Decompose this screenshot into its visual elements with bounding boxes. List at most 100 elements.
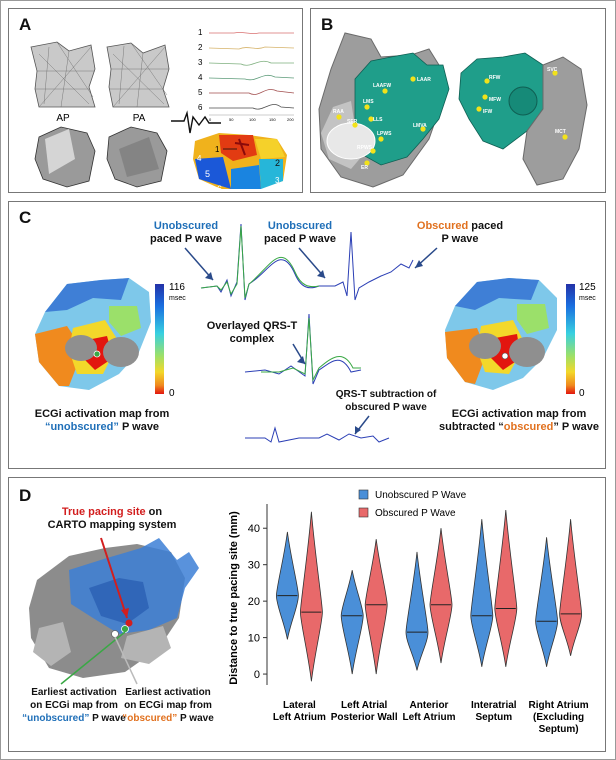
legend-swatch-obscured <box>358 507 369 518</box>
earliest-unobscured-2: on ECGi map from <box>30 700 118 711</box>
annotation-unobscured-2-word: Unobscured <box>267 220 333 232</box>
earliest-unobscured-label: Earliest activation on ECGi map from “un… <box>19 686 129 725</box>
caption-unobscured-map: ECGi activation map from “unobscured” P … <box>27 408 177 434</box>
annotation-obscured-rest-2: P wave <box>441 233 479 245</box>
ecg-overlay-green <box>261 317 361 382</box>
trace-number-4: 4 <box>198 73 203 82</box>
map-region-6: 6 <box>217 184 222 192</box>
annotation-unobscured-2-rest: paced P wave <box>264 233 336 245</box>
panel-c: C Unobscured paced P wave Unobscured pac… <box>8 201 606 469</box>
trace-tick-150: 150 <box>269 117 276 122</box>
violin-y-tick-label: 30 <box>248 560 260 572</box>
true-pacing-site-on: on <box>145 506 163 518</box>
activation-map-a <box>193 133 287 189</box>
electrogram-traces: 1 2 3 4 5 6 0 50 100 150 200 <box>198 28 294 122</box>
violin-y-tick-label: 40 <box>248 523 260 535</box>
trace-number-1: 1 <box>198 28 203 37</box>
colorbar-left-max: 116 <box>169 282 185 293</box>
caption-unobscured-rest: P wave <box>118 421 160 433</box>
annotation-overlayed-1: Overlayed QRS-T <box>206 320 298 332</box>
caption-obscured-post: ” P wave <box>553 421 599 433</box>
colorbar-right-min: 0 <box>579 388 585 399</box>
colorbar-left-min: 0 <box>169 388 175 399</box>
violin-obscured-3 <box>429 528 453 664</box>
violin-y-tick-label: 10 <box>248 633 260 645</box>
ecg-top-green <box>200 225 320 299</box>
mesh-pa <box>106 42 170 108</box>
panel-a-label: A <box>19 15 32 34</box>
violin-y-tick-label: 0 <box>254 669 260 681</box>
map-region-3: 3 <box>275 176 280 185</box>
true-pacing-site-word: True pacing site <box>61 506 146 518</box>
annotation-subtraction-1: QRS-T subtraction of <box>335 389 437 400</box>
landmark-raa: RAA <box>333 109 344 115</box>
legend-label-obscured: Obscured P Wave <box>375 508 456 519</box>
annotation-overlayed: Overlayed QRS-T complex <box>197 320 307 346</box>
violin-unobscured-5 <box>535 537 559 667</box>
violin-y-tick-label: 20 <box>248 596 260 608</box>
panel-d-label: D <box>19 486 32 505</box>
annotation-subtraction: QRS-T subtraction of obscured P wave <box>321 388 451 414</box>
annotation-unobscured-1-rest: paced P wave <box>150 233 222 245</box>
panel-b-graphic: RAA LAAR LAAFW LMS LLS SER LPWS LMVA RPW… <box>318 32 588 188</box>
landmark-ifw: IFW <box>483 109 492 115</box>
map-region-2: 2 <box>275 158 280 168</box>
panel-a: A AP PA 1 2 3 4 5 6 <box>8 8 303 193</box>
violin-unobscured-2 <box>340 570 364 675</box>
annotation-obscured: Obscured paced P wave <box>405 220 515 246</box>
ecgi-map-obscured <box>445 278 557 390</box>
landmark-ser: SER <box>347 119 358 125</box>
earliest-unobscured-rest: P wave <box>89 713 126 724</box>
violin-category-label-4: Septum <box>475 712 512 723</box>
landmark-svc: SVC <box>547 67 558 73</box>
violin-category-label-5: Right Atrium <box>529 700 589 711</box>
landmark-lls: LLS <box>373 117 383 123</box>
violin-obscured-2 <box>364 539 388 675</box>
colorbar-right-unit: msec <box>579 295 596 302</box>
colorbar-left <box>155 284 164 394</box>
ecg-overlay-blue <box>244 313 362 385</box>
annotation-subtraction-2: obscured P wave <box>345 402 427 413</box>
trace-number-5: 5 <box>198 88 203 97</box>
landmark-laar: LAAR <box>417 77 431 83</box>
legend-swatch-unobscured <box>358 489 369 500</box>
landmark-laafw: LAAFW <box>373 83 391 89</box>
trace-number-3: 3 <box>198 58 203 67</box>
annotation-unobscured-1-word: Unobscured <box>153 220 219 232</box>
colorbar-right <box>566 284 575 394</box>
violin-category-label-5: (Excluding <box>533 712 584 723</box>
violin-category-label-2: Left Atrial <box>341 700 388 711</box>
colorbar-right-max: 125 <box>579 282 596 293</box>
earliest-unobscured-1: Earliest activation <box>31 687 117 698</box>
earliest-obscured-rest: P wave <box>177 713 214 724</box>
caption-obscured-word: obscured <box>503 421 554 433</box>
caption-unobscured-1: ECGi activation map from <box>34 408 170 420</box>
landmark-mfw: MFW <box>489 97 501 103</box>
landmark-rpws: RPWS <box>357 145 373 151</box>
annotation-overlayed-2: complex <box>229 333 275 345</box>
landmark-lpws: LPWS <box>377 131 392 137</box>
colorbar-left-unit: msec <box>169 295 186 302</box>
violin-category-label-5: Septum) <box>539 724 579 735</box>
landmark-lmva: LMVA <box>413 123 427 129</box>
caption-obscured-pre: subtracted “ <box>439 421 504 433</box>
ecgi-map-unobscured <box>35 278 151 390</box>
earliest-obscured-1: Earliest activation <box>125 687 211 698</box>
trace-tick-100: 100 <box>249 117 256 122</box>
ecg-subtracted <box>245 426 390 443</box>
trace-number-6: 6 <box>198 103 203 112</box>
earliest-unobscured-word: “unobscured” <box>22 713 90 724</box>
landmark-mct: MCT <box>555 129 566 135</box>
panel-a-graphic: AP PA 1 2 3 4 5 6 0 50 100 <box>30 28 294 192</box>
true-pacing-site-system: CARTO mapping system <box>47 519 177 531</box>
annotation-obscured-rest: paced <box>468 220 504 232</box>
mesh-3d-left <box>34 126 96 188</box>
caption-obscured-1: ECGi activation map from <box>451 408 587 420</box>
violin-category-label-1: Lateral <box>283 700 316 711</box>
panel-c-graphic: 116 msec 0 125 msec 0 <box>35 223 596 443</box>
ecg-top-blue <box>200 223 414 301</box>
violin-category-label-3: Left Atrium <box>403 712 456 723</box>
annotation-unobscured-1: Unobscured paced P wave <box>131 220 241 246</box>
violin-y-axis-label: Distance to true pacing site (mm) <box>228 511 240 685</box>
